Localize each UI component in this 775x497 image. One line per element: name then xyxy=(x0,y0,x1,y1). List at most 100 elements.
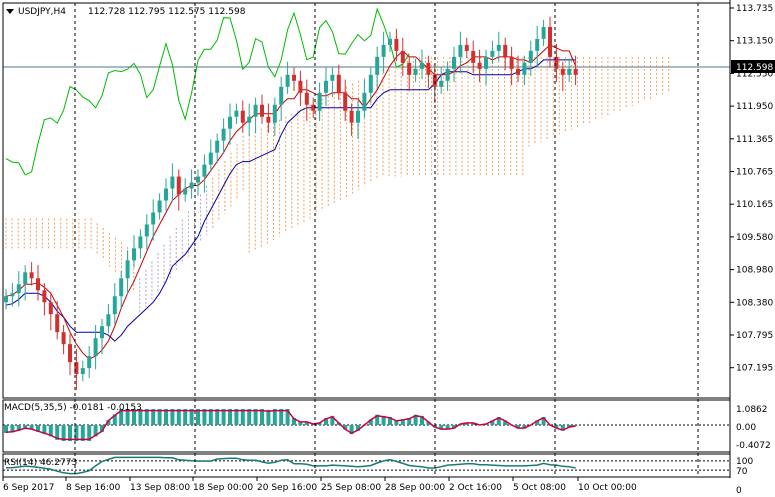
candle-body[interactable] xyxy=(445,68,450,81)
candle-body[interactable] xyxy=(304,92,309,105)
candle-body[interactable] xyxy=(285,74,290,87)
candle-body[interactable] xyxy=(349,110,354,123)
candle-body[interactable] xyxy=(484,56,488,69)
candle-body[interactable] xyxy=(356,110,360,123)
candle-body[interactable] xyxy=(10,293,15,297)
candle-body[interactable] xyxy=(106,314,111,327)
candle-body[interactable] xyxy=(362,92,367,111)
candle-body[interactable] xyxy=(176,176,181,195)
time-axis-label: 28 Sep 00:00 xyxy=(385,483,445,493)
candle-body[interactable] xyxy=(439,80,444,87)
candle-body[interactable] xyxy=(452,56,456,69)
candle-body[interactable] xyxy=(125,260,130,279)
candle-body[interactable] xyxy=(144,224,149,237)
candle-body[interactable] xyxy=(490,50,495,57)
candle-body[interactable] xyxy=(477,62,482,69)
candle-body[interactable] xyxy=(535,38,540,51)
candle-body[interactable] xyxy=(548,26,552,57)
candle-body[interactable] xyxy=(381,44,386,57)
candle-body[interactable] xyxy=(55,314,60,333)
candle-body[interactable] xyxy=(80,368,85,375)
candle-body[interactable] xyxy=(196,176,200,183)
candle-body[interactable] xyxy=(509,56,514,69)
candle-body[interactable] xyxy=(151,212,156,225)
candle-body[interactable] xyxy=(157,200,162,213)
macd-histogram-bar xyxy=(407,418,412,425)
candle-body[interactable] xyxy=(4,296,8,303)
candle-body[interactable] xyxy=(464,44,469,51)
candle-body[interactable] xyxy=(458,44,463,57)
candle-body[interactable] xyxy=(554,56,559,69)
candle-body[interactable] xyxy=(375,56,380,75)
candle-body[interactable] xyxy=(61,332,66,345)
triangle-down-icon[interactable] xyxy=(6,9,14,14)
candle-body[interactable] xyxy=(247,116,252,123)
candle-body[interactable] xyxy=(132,248,136,261)
candle-body[interactable] xyxy=(29,272,34,279)
candle-body[interactable] xyxy=(138,236,143,249)
candle-body[interactable] xyxy=(400,50,405,63)
candle-body[interactable] xyxy=(164,188,168,201)
candle-body[interactable] xyxy=(208,152,213,165)
candle-body[interactable] xyxy=(215,140,220,153)
candle-body[interactable] xyxy=(343,92,348,111)
candle-body[interactable] xyxy=(522,62,527,75)
candle-body[interactable] xyxy=(496,44,501,51)
candle-body[interactable] xyxy=(234,110,239,117)
candle-body[interactable] xyxy=(311,104,316,111)
candle-body[interactable] xyxy=(260,104,264,117)
candle-body[interactable] xyxy=(503,44,508,57)
time-axis-label: 10 Oct 00:00 xyxy=(578,483,637,493)
candle-body[interactable] xyxy=(253,104,258,117)
candle-body[interactable] xyxy=(170,176,175,189)
candle-body[interactable] xyxy=(573,68,578,75)
candle-body[interactable] xyxy=(330,74,335,81)
candle-body[interactable] xyxy=(426,62,431,75)
candle-body[interactable] xyxy=(87,356,92,369)
candle-body[interactable] xyxy=(471,50,476,63)
candle-body[interactable] xyxy=(279,86,284,105)
candle-body[interactable] xyxy=(298,80,303,93)
price-axis-label: 107.795 xyxy=(736,331,773,341)
candle-body[interactable] xyxy=(74,362,79,375)
candle-body[interactable] xyxy=(100,326,104,339)
candle-body[interactable] xyxy=(112,296,117,315)
candle-body[interactable] xyxy=(183,188,188,195)
candle-body[interactable] xyxy=(189,182,194,189)
candle-body[interactable] xyxy=(317,92,322,111)
candle-body[interactable] xyxy=(388,38,392,45)
candle-body[interactable] xyxy=(36,278,40,291)
candle-body[interactable] xyxy=(567,68,572,75)
candle-body[interactable] xyxy=(93,338,98,357)
candle-body[interactable] xyxy=(407,62,412,75)
candle-body[interactable] xyxy=(42,290,47,303)
candle-body[interactable] xyxy=(528,50,533,63)
candle-body[interactable] xyxy=(202,164,207,177)
price-pane[interactable] xyxy=(3,7,730,391)
candle-body[interactable] xyxy=(336,74,341,93)
rsi-pane[interactable] xyxy=(3,456,730,475)
candle-body[interactable] xyxy=(16,284,21,294)
macd-histogram-bar xyxy=(452,425,456,429)
candle-body[interactable] xyxy=(324,80,328,93)
candle-body[interactable] xyxy=(272,104,277,123)
candle-body[interactable] xyxy=(23,272,28,285)
candle-body[interactable] xyxy=(240,110,245,123)
candle-body[interactable] xyxy=(48,302,53,315)
macd-pane[interactable] xyxy=(3,409,730,441)
candle-body[interactable] xyxy=(394,38,399,51)
candle-body[interactable] xyxy=(560,68,565,75)
candle-body[interactable] xyxy=(432,74,437,87)
candle-body[interactable] xyxy=(292,74,296,81)
candle-body[interactable] xyxy=(420,62,424,69)
candle-body[interactable] xyxy=(516,68,520,75)
candle-body[interactable] xyxy=(541,26,546,39)
candle-body[interactable] xyxy=(221,128,226,141)
candle-body[interactable] xyxy=(413,68,418,75)
candle-body[interactable] xyxy=(228,116,232,129)
candle-body[interactable] xyxy=(266,116,271,123)
candle-body[interactable] xyxy=(119,278,124,297)
candle-body[interactable] xyxy=(68,344,72,363)
candle-body[interactable] xyxy=(368,74,373,93)
